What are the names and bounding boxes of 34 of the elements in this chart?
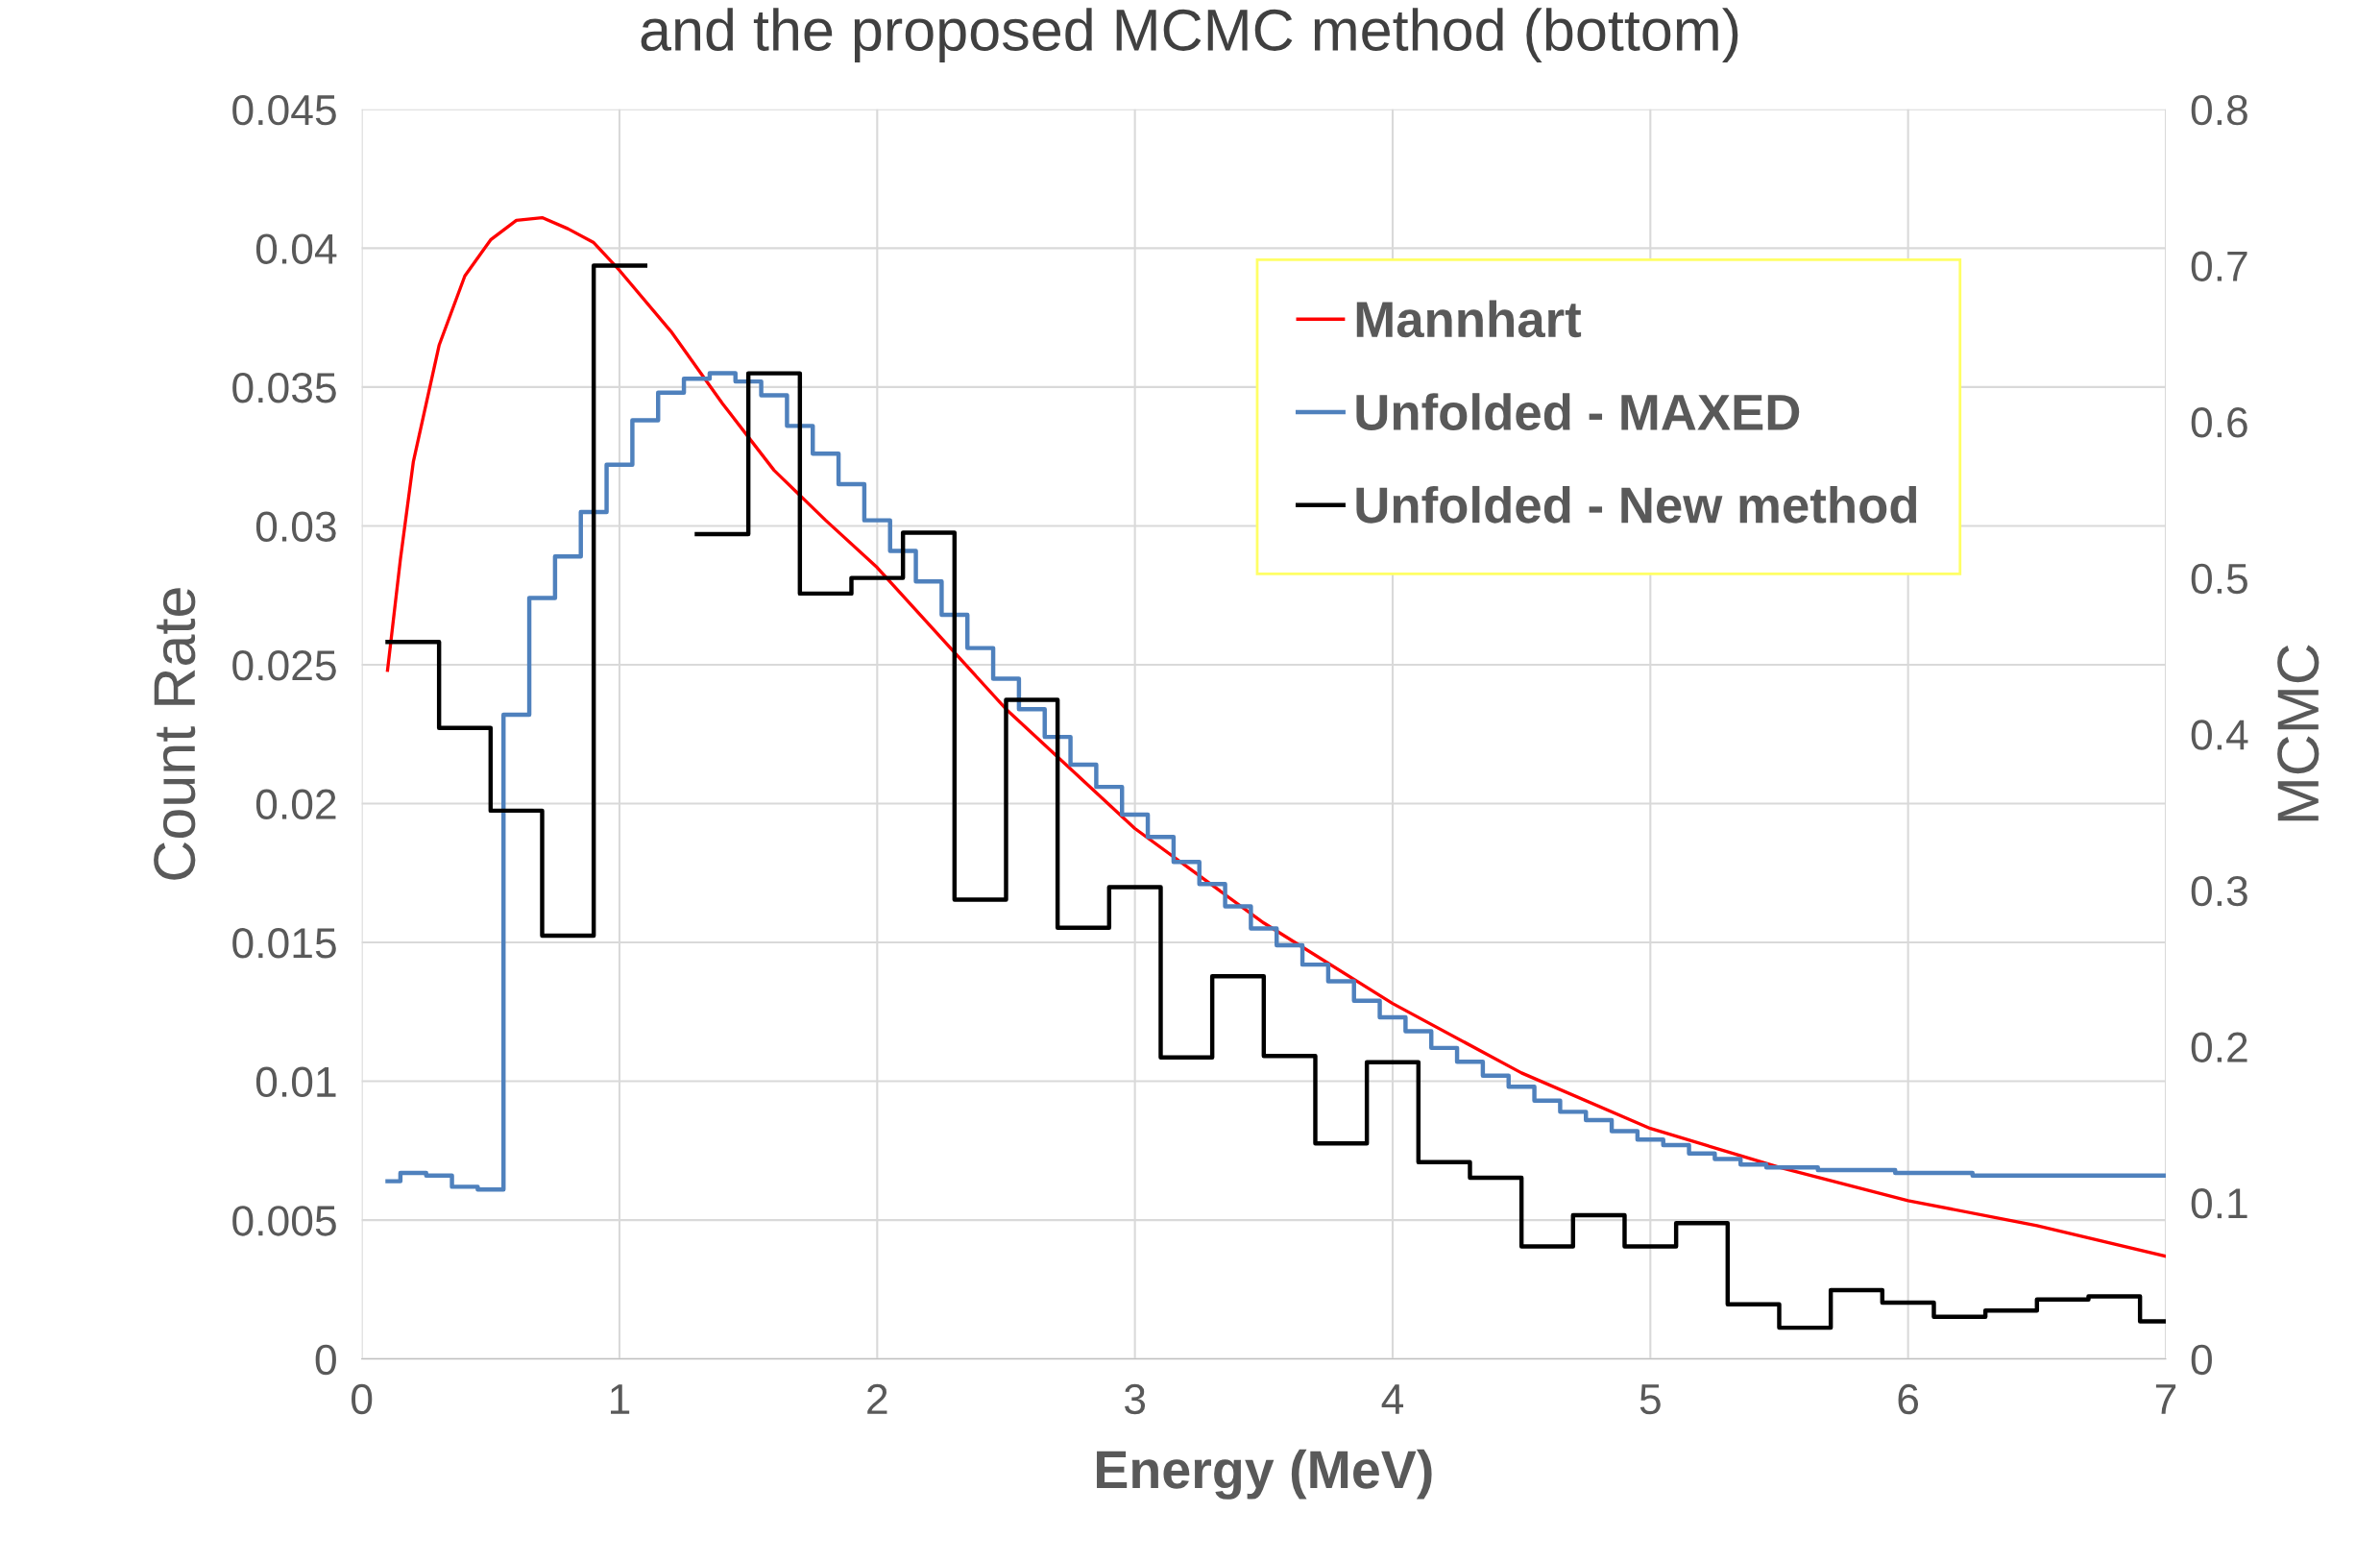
y-tick-label: 0 — [315, 1344, 336, 1376]
y2-tick-label: 0.2 — [2191, 1032, 2247, 1062]
y2-tick-label: 0 — [2191, 1344, 2212, 1376]
x-tick-label: 4 — [1381, 1384, 1404, 1414]
y-tick-label: 0.035 — [232, 372, 336, 403]
y-tick-label: 0.02 — [255, 789, 336, 820]
y-tick-label: 0.01 — [255, 1066, 336, 1098]
x-tick-label: 7 — [2155, 1384, 2176, 1414]
legend-label: Unfolded - MAXED — [1356, 393, 1800, 430]
y-tick-label: 0.03 — [255, 511, 336, 542]
y-tick-label: 0.005 — [232, 1206, 336, 1236]
legend-label: Mannhart — [1356, 300, 1582, 338]
x-tick-label: 2 — [867, 1383, 887, 1414]
y2-tick-label: 0.3 — [2191, 875, 2247, 907]
y2-tick-label: 0.7 — [2191, 251, 2247, 281]
x-tick-label: 3 — [1124, 1383, 1146, 1415]
x-tick-label: 6 — [1898, 1383, 1919, 1415]
y2-tick-label: 0.4 — [2191, 720, 2248, 750]
chart-title: and the proposed MCMC method (bottom) — [641, 8, 1738, 63]
legend-label: Unfolded - New method — [1356, 485, 1917, 524]
y-tick-label: 0.015 — [232, 928, 336, 959]
x-axis-title: Energy (MeV) — [1097, 1449, 1432, 1500]
y2-tick-label: 0.8 — [2191, 94, 2247, 126]
x-tick-label: 1 — [611, 1384, 630, 1414]
y2-tick-label: 0.5 — [2191, 563, 2247, 595]
y2-tick-label: 0.6 — [2191, 407, 2247, 438]
y2-axis-title: MCMC — [2277, 645, 2319, 821]
y-tick-label: 0.025 — [232, 650, 336, 681]
x-tick-label: 0 — [352, 1383, 373, 1415]
y-tick-label: 0.045 — [232, 94, 336, 126]
x-tick-label: 5 — [1639, 1384, 1661, 1415]
y2-tick-label: 0.1 — [2191, 1188, 2247, 1219]
y-tick-label: 0.04 — [255, 233, 337, 264]
y-axis-title: Count Rate — [154, 588, 196, 880]
